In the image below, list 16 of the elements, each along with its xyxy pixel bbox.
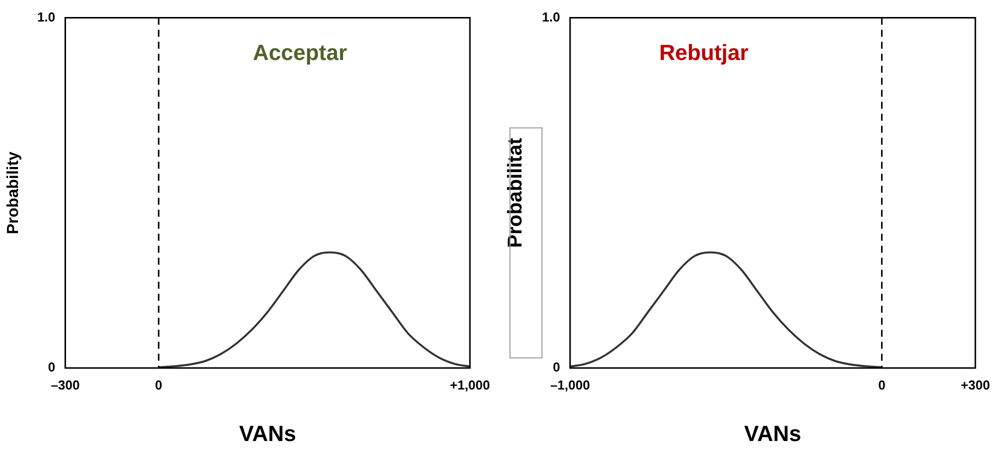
x-axis-title: VANs [239, 420, 296, 446]
y-tick-label: 1.0 [542, 9, 560, 24]
line-series [158, 251, 470, 368]
line-series [570, 251, 883, 368]
annotation: Rebutjar [659, 40, 749, 65]
x-tick-label: –1,000 [550, 377, 590, 392]
x-tick-label: +300 [960, 377, 990, 392]
annotation: Acceptar [252, 40, 348, 65]
x-tick-label: 0 [878, 377, 886, 392]
y-tick-label: 1.0 [37, 9, 56, 24]
x-axis-title: VANs [744, 420, 802, 446]
x-tick-label: +1,000 [450, 377, 490, 392]
x-tick-label: 0 [155, 377, 162, 392]
y-axis-title: Probability [5, 151, 22, 234]
y-axis-title: Probabilitat [504, 138, 527, 248]
x-tick-label: –300 [50, 377, 80, 392]
